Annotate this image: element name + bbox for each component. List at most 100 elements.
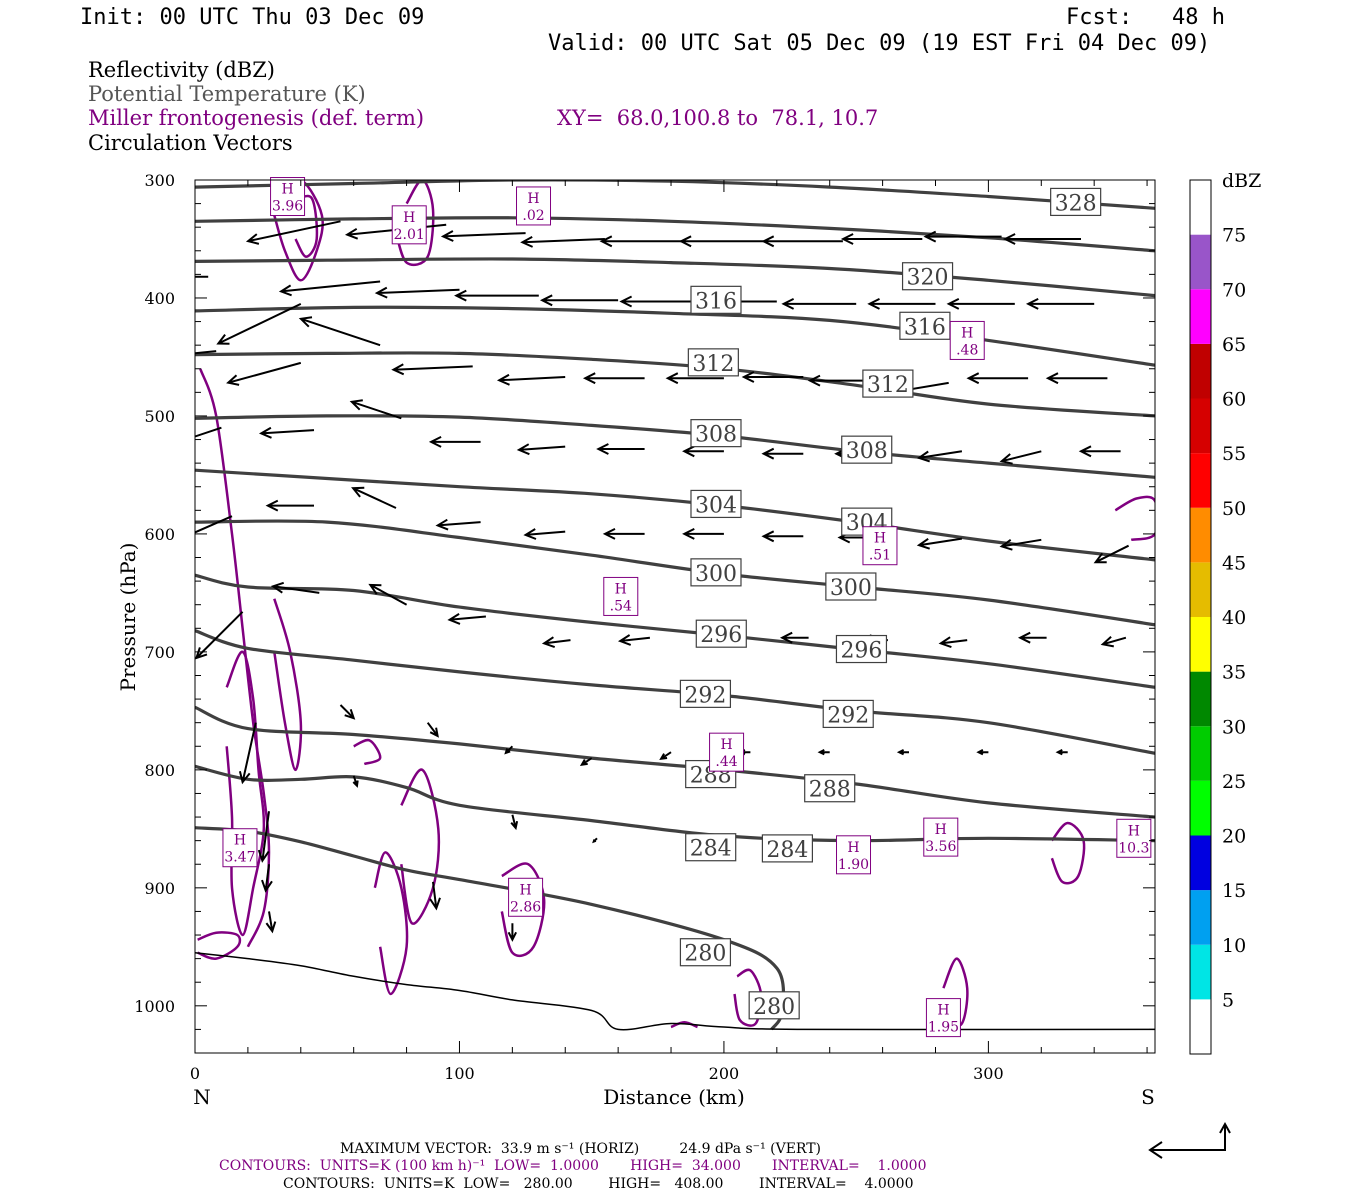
fronto-max-value-5: .54 — [610, 598, 632, 614]
isentrope-label-1: 320 — [907, 266, 949, 291]
fronto-max-box-0 — [270, 177, 306, 217]
colorbar-swatch-4 — [1190, 780, 1211, 836]
circulation-vector-40 — [596, 443, 645, 455]
colorbar-label-40: 40 — [1222, 607, 1246, 629]
fronto-max-letter-10: H — [935, 822, 947, 838]
fronto-max-letter-0: H — [281, 182, 293, 198]
circulation-vector-22 — [1025, 298, 1095, 310]
isentrope-312 — [195, 351, 1155, 418]
isentrope-label-box-17 — [804, 774, 856, 803]
isentrope-label-11: 300 — [830, 576, 872, 601]
circulation-vector-71 — [238, 722, 257, 785]
circulation-vector-11 — [195, 275, 209, 278]
isentrope-label-10: 300 — [695, 562, 737, 587]
legend-vectors: Circulation Vectors — [88, 131, 293, 155]
isentrope-label-0: 328 — [1055, 191, 1097, 216]
fronto-contour-11 — [1050, 821, 1086, 885]
endpoint-left-label: N — [193, 1085, 211, 1109]
fronto-max-value-7: 3.47 — [224, 850, 255, 866]
y-axis-label: Pressure (hPa) — [116, 543, 140, 692]
circulation-vector-20 — [867, 298, 936, 310]
circulation-vector-42 — [761, 447, 804, 460]
circulation-vector-51 — [523, 528, 566, 540]
colorbar-label-20: 20 — [1222, 826, 1246, 848]
isentrope-304 — [195, 468, 1155, 562]
fronto-max-letter-8: H — [519, 882, 531, 898]
footer-contours-theta: CONTOURS: UNITS=K LOW= 280.00 HIGH= 408.… — [283, 1176, 914, 1192]
circulation-vector-9 — [923, 230, 1002, 243]
legend-frontogenesis: Miller frontogenesis (def. term) — [88, 106, 425, 130]
circulation-vector-34 — [1045, 372, 1108, 385]
y-tick-label-500: 500 — [144, 407, 175, 426]
circulation-vector-8 — [840, 233, 923, 245]
colorbar-label-25: 25 — [1222, 771, 1246, 793]
isentrope-label-14: 292 — [684, 683, 726, 708]
isentrope-label-box-6 — [690, 419, 742, 448]
colorbar-swatch-8 — [1190, 562, 1211, 617]
circulation-vector-74 — [504, 745, 514, 755]
y-tick-label-400: 400 — [144, 289, 175, 308]
colorbar-swatch-1 — [1190, 944, 1211, 1000]
circulation-vector-23 — [195, 350, 217, 355]
isentrope-label-box-7 — [841, 435, 893, 464]
circulation-vector-16 — [539, 294, 619, 307]
fronto-max-box-7 — [222, 828, 258, 868]
colorbar-swatch-15 — [1190, 180, 1211, 235]
fronto-contour-2 — [289, 194, 319, 258]
y-tick-label-600: 600 — [144, 525, 175, 544]
isentrope-316 — [195, 305, 1155, 367]
colorbar-label-75: 75 — [1222, 225, 1246, 247]
x-tick-label-100: 100 — [444, 1064, 475, 1083]
reference-vector-arrow — [1148, 1121, 1231, 1159]
colorbar-label-30: 30 — [1222, 716, 1246, 738]
legend-xy-endpoints: XY= 68.0,100.8 to 78.1, 10.7 — [557, 106, 879, 130]
y-tick-label-800: 800 — [144, 761, 175, 780]
circulation-vector-89 — [507, 923, 517, 942]
circulation-vector-4 — [520, 236, 605, 248]
isentrope-label-box-13 — [835, 634, 888, 664]
colorbar-label-55: 55 — [1222, 443, 1246, 465]
isentrope-label-box-10 — [690, 558, 742, 587]
colorbar-label-10: 10 — [1222, 935, 1246, 957]
isentrope-label-12: 296 — [700, 623, 742, 648]
circulation-vector-33 — [966, 372, 1029, 385]
fronto-contour-7 — [373, 851, 409, 996]
circulation-vector-45 — [999, 450, 1042, 465]
isentrope-label-5: 312 — [867, 373, 909, 398]
circulation-vector-54 — [761, 530, 804, 543]
fronto-contour-9 — [500, 862, 546, 958]
colorbar-swatch-14 — [1190, 234, 1211, 290]
circulation-vector-57 — [999, 538, 1042, 551]
fronto-max-box-3 — [949, 320, 985, 360]
fronto-max-value-6: .44 — [715, 754, 737, 770]
isentrope-292 — [195, 629, 1155, 755]
fronto-max-value-9: 1.90 — [838, 857, 869, 873]
fronto-max-letter-11: H — [1128, 823, 1140, 839]
circulation-vector-88 — [429, 881, 441, 911]
colorbar-swatch-6 — [1190, 671, 1211, 727]
isentrope-label-box-12 — [695, 619, 747, 648]
init-time: Init: 00 UTC Thu 03 Dec 09 — [80, 5, 425, 30]
legend-reflectivity: Reflectivity (dBZ) — [88, 58, 276, 82]
isentrope-288 — [195, 705, 1155, 819]
colorbar-swatch-12 — [1190, 343, 1211, 399]
circulation-vector-46 — [1078, 445, 1121, 458]
colorbar-label-45: 45 — [1222, 552, 1246, 574]
circulation-vector-12 — [216, 302, 302, 345]
circulation-vector-38 — [428, 436, 481, 448]
circulation-vector-27 — [496, 373, 566, 386]
y-tick-label-300: 300 — [144, 171, 175, 190]
isentrope-label-box-2 — [690, 285, 742, 314]
fronto-max-value-10: 3.56 — [925, 839, 956, 855]
colorbar-label-50: 50 — [1222, 498, 1246, 520]
fronto-max-box-10 — [923, 817, 959, 857]
colorbar-label-35: 35 — [1222, 662, 1246, 684]
colorbar-swatch-9 — [1190, 507, 1211, 563]
fronto-max-box-8 — [508, 877, 544, 917]
x-tick-label-300: 300 — [973, 1064, 1004, 1083]
plot-frame — [194, 179, 1156, 1054]
colorbar-frame — [1189, 179, 1212, 1055]
isentrope-label-15: 292 — [827, 703, 869, 728]
isentrope-label-box-8 — [690, 489, 742, 519]
